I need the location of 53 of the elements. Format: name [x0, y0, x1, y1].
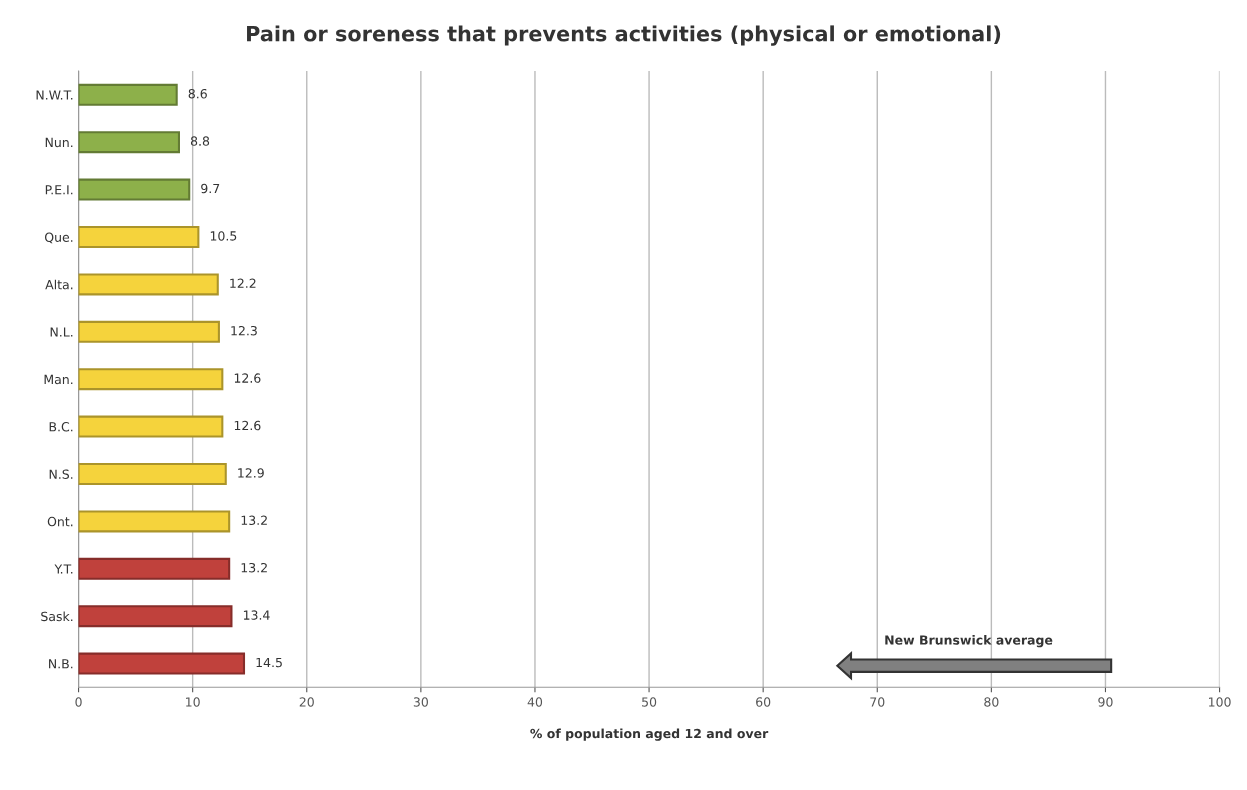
- bar: [78, 510, 231, 533]
- y-tick-label: Sask.: [41, 611, 73, 622]
- bar: [78, 415, 224, 438]
- bar: [78, 226, 200, 248]
- x-tick-label: 40: [527, 697, 543, 707]
- data-label: 12.9: [238, 468, 264, 478]
- y-tick-label: N.B.: [49, 659, 73, 669]
- x-tick-label: 30: [413, 697, 428, 707]
- data-label: 14.5: [256, 657, 282, 668]
- data-label: 12.6: [234, 373, 261, 383]
- y-tick-label: Nun.: [45, 137, 73, 148]
- data-label: 13.4: [243, 610, 270, 620]
- y-tick-label: N.W.T.: [36, 90, 73, 100]
- x-tick-label: 90: [1098, 697, 1113, 707]
- x-tick-label: 80: [984, 697, 999, 707]
- annotation: New Brunswick average: [885, 635, 1053, 648]
- y-tick-label: P.E.I.: [45, 185, 73, 195]
- x-tick-label: 10: [186, 697, 200, 707]
- y-tick-label: Ont.: [47, 516, 73, 527]
- bar: [78, 131, 181, 154]
- x-tick-label: 60: [756, 697, 771, 707]
- data-label: 8.8: [190, 136, 210, 146]
- x-tick-label: 70: [870, 697, 885, 707]
- data-label: 12.2: [230, 278, 256, 288]
- x-tick-label: 50: [642, 697, 657, 707]
- y-tick-label: B.C.: [49, 422, 73, 432]
- bar: [78, 652, 246, 675]
- data-label: 9.7: [201, 183, 220, 194]
- bar: [78, 368, 224, 391]
- bar: [78, 557, 231, 580]
- data-label: 10.5: [210, 231, 237, 241]
- x-tick-label: 100: [1209, 697, 1231, 707]
- bar: [78, 320, 220, 343]
- bar: [78, 273, 219, 296]
- y-tick-label: Man.: [44, 374, 73, 385]
- x-axis-title: % of population aged 12 and over: [530, 728, 769, 741]
- y-tick-label: N.S.: [49, 469, 73, 479]
- data-label: 12.6: [234, 420, 261, 431]
- bar: [78, 178, 191, 201]
- bar: [78, 463, 227, 485]
- y-tick-label: Alta.: [45, 279, 73, 290]
- data-label: 13.2: [241, 562, 267, 573]
- x-tick-label: 0: [75, 697, 82, 707]
- y-tick-label: N.L.: [50, 327, 73, 337]
- x-tick-label: 20: [299, 697, 314, 707]
- bar: [78, 83, 178, 106]
- data-label: 12.3: [231, 325, 257, 336]
- y-tick-label: Que.: [44, 232, 73, 244]
- chart-title: Pain or soreness that prevents activities (physical or emotional): [247, 25, 1001, 46]
- y-tick-label: Y.T.: [54, 564, 73, 574]
- data-label: 8.6: [188, 88, 207, 99]
- bar: [78, 605, 233, 628]
- data-label: 13.2: [241, 515, 267, 526]
